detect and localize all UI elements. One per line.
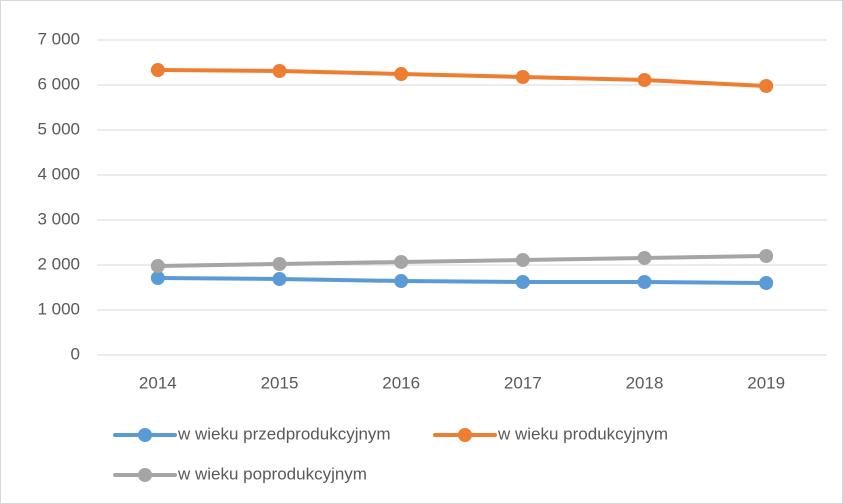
- series-line: [155, 276, 769, 285]
- point: [150, 258, 165, 273]
- y-tick-label: 5 000: [37, 119, 80, 138]
- point: [759, 249, 774, 263]
- legend-label: w wieku poprodukcyjnym: [177, 464, 367, 483]
- legend-marker: [138, 428, 152, 442]
- point: [759, 78, 774, 93]
- point: [394, 274, 409, 289]
- legend-label: w wieku przedprodukcyjnym: [177, 424, 391, 443]
- point: [515, 275, 530, 290]
- y-tick-label: 7 000: [37, 29, 80, 48]
- series-line: [155, 68, 769, 88]
- x-tick-label: 2017: [504, 373, 542, 392]
- point: [637, 275, 652, 290]
- point: [272, 271, 287, 286]
- legend-marker: [458, 428, 472, 442]
- y-tick-label: 4 000: [37, 164, 80, 183]
- legend-marker: [138, 468, 152, 482]
- point: [637, 73, 652, 88]
- point: [272, 257, 287, 272]
- y-tick-label: 6 000: [37, 74, 80, 93]
- x-tick-label: 2015: [261, 373, 299, 392]
- x-tick-label: 2014: [139, 373, 177, 392]
- point: [272, 64, 287, 79]
- legend-label: w wieku produkcyjnym: [497, 424, 668, 443]
- x-tick-label: 2018: [626, 373, 664, 392]
- point: [637, 250, 652, 265]
- y-tick-label: 1 000: [37, 299, 80, 318]
- y-tick-label: 2 000: [37, 254, 80, 273]
- y-tick-label: 3 000: [37, 209, 80, 228]
- point: [150, 63, 165, 78]
- point: [515, 69, 530, 84]
- x-tick-label: 2016: [382, 373, 420, 392]
- point: [150, 271, 165, 286]
- y-tick-label: 0: [71, 344, 80, 363]
- x-tick-label: 2019: [747, 373, 785, 392]
- point: [759, 276, 774, 290]
- point: [515, 253, 530, 268]
- series-line: [155, 254, 769, 268]
- point: [394, 254, 409, 269]
- point: [394, 67, 409, 82]
